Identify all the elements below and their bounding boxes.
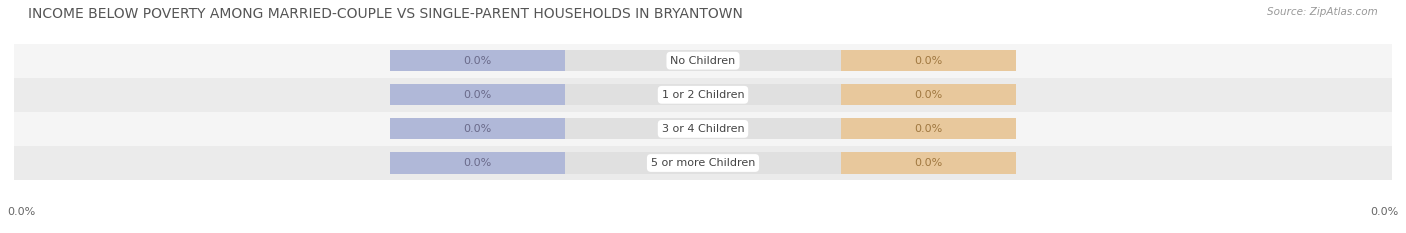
Text: 0.0%: 0.0% [7, 207, 35, 217]
Bar [841, 118, 1017, 140]
Bar [841, 152, 1017, 174]
Text: 0.0%: 0.0% [914, 158, 942, 168]
Bar [389, 118, 1017, 140]
Text: 0.0%: 0.0% [914, 90, 942, 100]
Text: No Children: No Children [671, 56, 735, 66]
Text: 0.0%: 0.0% [464, 90, 492, 100]
Text: 3 or 4 Children: 3 or 4 Children [662, 124, 744, 134]
Bar [389, 50, 1017, 71]
Bar [841, 50, 1017, 71]
Text: 5 or more Children: 5 or more Children [651, 158, 755, 168]
Bar [0, 78, 1406, 112]
Text: 1 or 2 Children: 1 or 2 Children [662, 90, 744, 100]
Legend: Married Couples, Single Parents: Married Couples, Single Parents [592, 230, 814, 233]
Text: 0.0%: 0.0% [914, 56, 942, 66]
Text: 0.0%: 0.0% [1371, 207, 1399, 217]
Bar [389, 152, 565, 174]
Text: 0.0%: 0.0% [464, 158, 492, 168]
Text: 0.0%: 0.0% [914, 124, 942, 134]
Bar [841, 84, 1017, 105]
Bar [389, 50, 565, 71]
Bar [389, 118, 565, 140]
Bar [0, 146, 1406, 180]
Bar [389, 152, 1017, 174]
Text: Source: ZipAtlas.com: Source: ZipAtlas.com [1267, 7, 1378, 17]
Text: 0.0%: 0.0% [464, 56, 492, 66]
Bar [389, 84, 1017, 105]
Bar [389, 84, 565, 105]
Text: 0.0%: 0.0% [464, 124, 492, 134]
Bar [0, 112, 1406, 146]
Bar [0, 44, 1406, 78]
Text: INCOME BELOW POVERTY AMONG MARRIED-COUPLE VS SINGLE-PARENT HOUSEHOLDS IN BRYANTO: INCOME BELOW POVERTY AMONG MARRIED-COUPL… [28, 7, 742, 21]
